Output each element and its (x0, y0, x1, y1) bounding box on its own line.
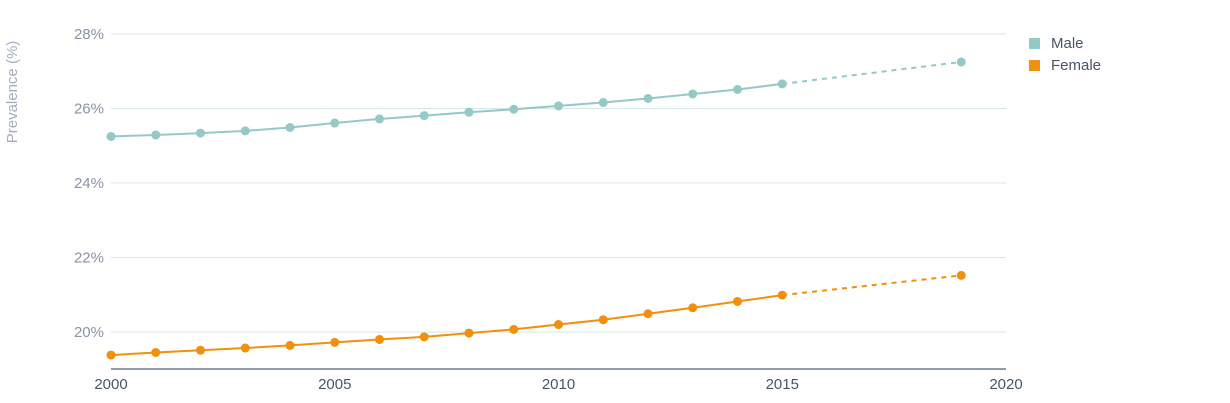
female-data-point (106, 350, 116, 360)
y-axis-ticks: 20% 22% 24% 26% 28% (74, 26, 104, 341)
x-tick-label: 2020 (989, 376, 1022, 393)
female-data-point (777, 290, 787, 300)
y-tick-label: 24% (74, 175, 104, 192)
male-series-line (110, 82, 783, 138)
x-tick-label: 2015 (766, 376, 799, 393)
male-data-point (285, 122, 295, 132)
y-tick-label: 26% (74, 101, 104, 118)
x-tick-label: 2000 (94, 376, 127, 393)
female-projection-line (782, 274, 962, 297)
male-projection-line (782, 60, 962, 85)
male-data-point (777, 79, 787, 89)
male-data-point (509, 104, 519, 114)
male-data-point (688, 89, 698, 99)
x-axis-ticks: 2000 2005 2010 2015 2020 (94, 376, 1022, 393)
female-data-point (688, 303, 698, 313)
female-data-point (419, 332, 429, 342)
y-tick-label: 22% (74, 250, 104, 267)
female-data-point (240, 343, 250, 353)
male-data-point (956, 57, 966, 67)
male-data-point (598, 98, 608, 108)
female-data-point (956, 270, 966, 280)
female-data-point (375, 334, 384, 344)
y-tick-label: 28% (74, 26, 104, 43)
female-data-point (509, 324, 519, 334)
legend: Male Female (1029, 35, 1101, 74)
male-data-point (733, 85, 742, 95)
female-data-point (598, 315, 608, 325)
male-data-point (419, 111, 429, 121)
female-data-point (196, 345, 205, 355)
female-data-point (554, 320, 563, 330)
y-axis-title: Prevalence (%) (4, 41, 21, 144)
x-tick-label: 2010 (542, 376, 575, 393)
female-data-point (151, 347, 161, 357)
y-tick-label: 20% (74, 324, 104, 341)
series-group (106, 57, 966, 360)
male-data-point (554, 101, 563, 111)
female-data-point (464, 328, 474, 338)
male-data-point (196, 128, 205, 138)
female-data-point (285, 340, 295, 350)
male-data-point (330, 118, 340, 128)
male-data-point (643, 93, 653, 103)
female-legend-label: Female (1051, 57, 1101, 74)
male-data-point (375, 114, 384, 124)
female-data-point (643, 309, 653, 319)
female-series-line (110, 294, 783, 357)
female-data-point (733, 296, 742, 306)
male-data-point (151, 130, 161, 140)
male-data-point (240, 126, 250, 136)
female-data-point (330, 337, 340, 347)
female-legend-swatch (1029, 60, 1040, 71)
male-legend-label: Male (1051, 35, 1084, 52)
gridlines (111, 33, 1006, 333)
male-legend-swatch (1029, 38, 1040, 49)
x-tick-label: 2005 (318, 376, 351, 393)
male-data-point (106, 131, 116, 141)
male-data-point (464, 107, 474, 117)
